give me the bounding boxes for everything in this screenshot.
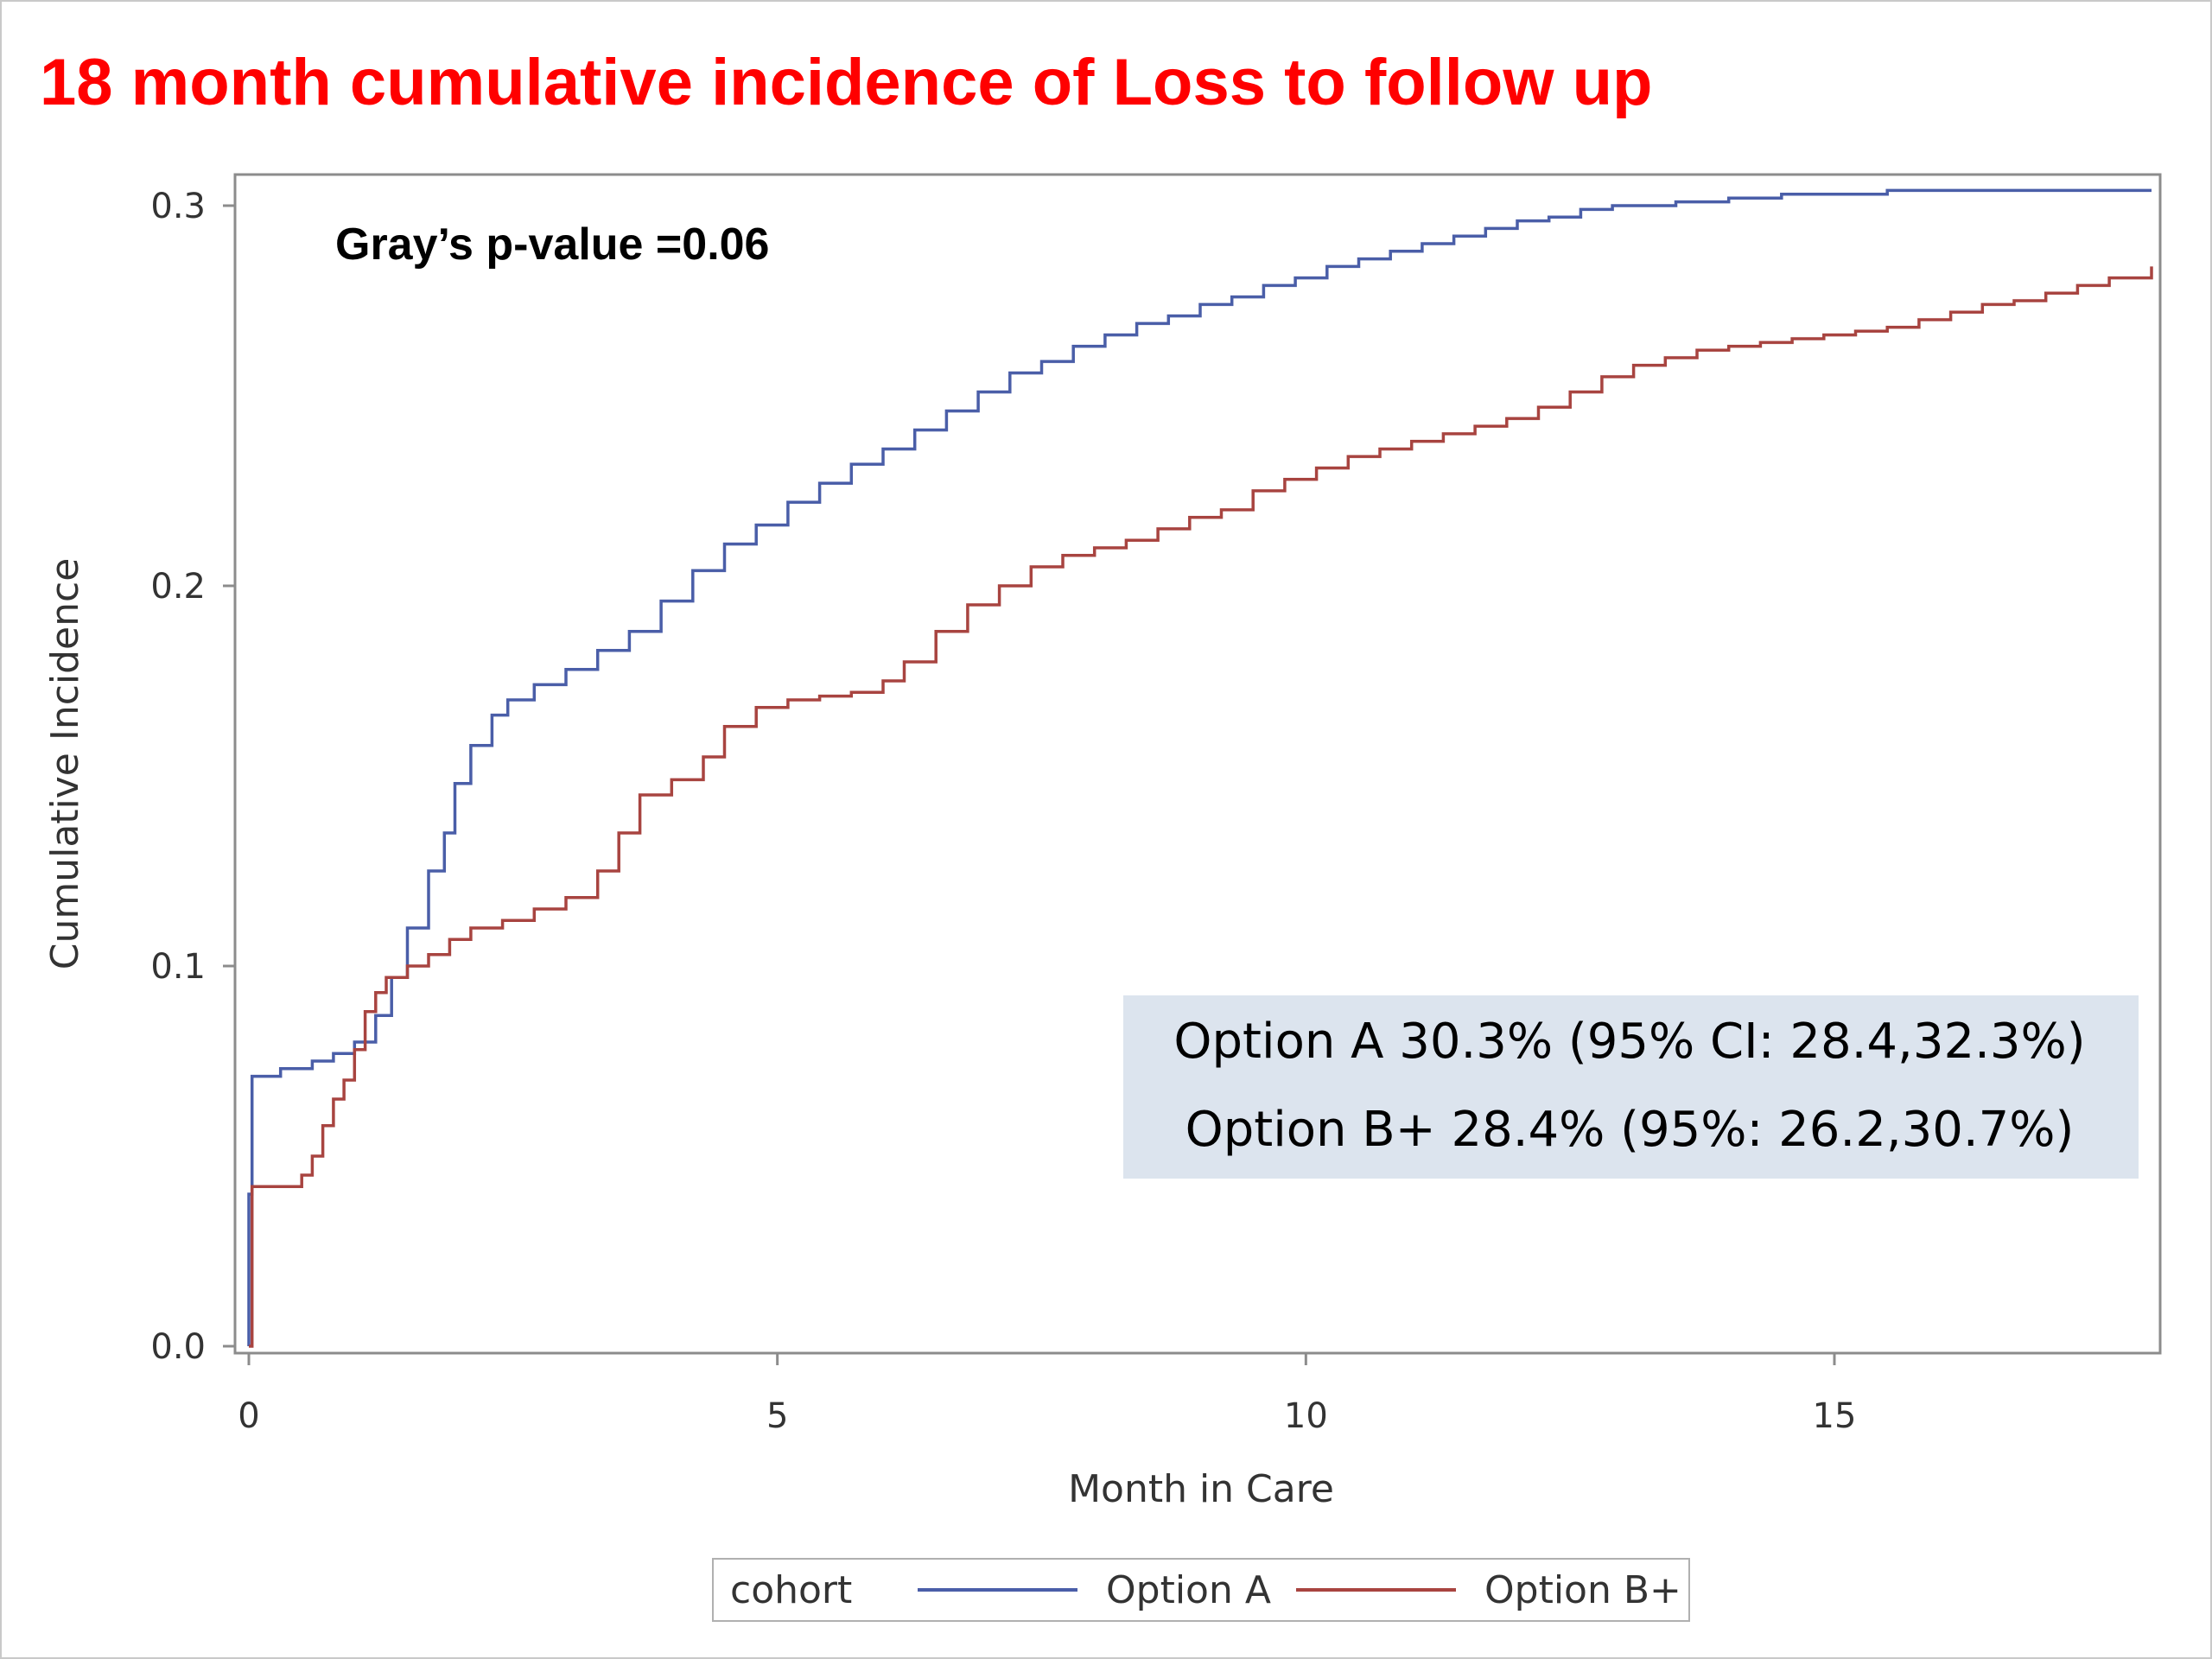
series-line-option-a xyxy=(247,188,2152,1346)
y-tick-label: 0.3 xyxy=(150,187,206,226)
y-tick-label: 0.1 xyxy=(150,947,206,987)
legend-entries: Option A Option B+ xyxy=(918,1568,1681,1612)
x-axis-title: Month in Care xyxy=(1068,1467,1334,1511)
x-tick-label: 10 xyxy=(1284,1396,1328,1436)
y-tick-label: 0.0 xyxy=(150,1327,206,1367)
legend-label: Option B+ xyxy=(1484,1568,1681,1612)
summary-line-option-a: Option A 30.3% (95% CI: 28.4,32.3%) xyxy=(1173,1014,2085,1070)
series-layer xyxy=(247,188,2153,1348)
x-tick-label: 0 xyxy=(238,1396,259,1436)
chart-title: 18 month cumulative incidence of Loss to… xyxy=(40,46,1653,119)
summary-line-option-b: Option B+ 28.4% (95%: 26.2,30.7%) xyxy=(1185,1102,2075,1158)
legend-title: cohort xyxy=(730,1568,852,1612)
series-line-option-b- xyxy=(249,266,2153,1348)
y-axis-title: Cumulative Incidence xyxy=(43,558,87,970)
x-tick-label: 15 xyxy=(1813,1396,1857,1436)
x-tick-label: 5 xyxy=(766,1396,788,1436)
pvalue-annotation: Gray’s p-value =0.06 xyxy=(335,219,769,270)
legend-box xyxy=(712,1558,1690,1622)
summary-box xyxy=(1123,995,2139,1179)
y-axis: 0.0 0.1 0.2 0.3 xyxy=(150,187,235,1367)
legend-label: Option A xyxy=(1106,1568,1271,1612)
y-tick-label: 0.2 xyxy=(150,567,206,607)
x-axis: 0 5 10 15 xyxy=(238,1353,1856,1436)
